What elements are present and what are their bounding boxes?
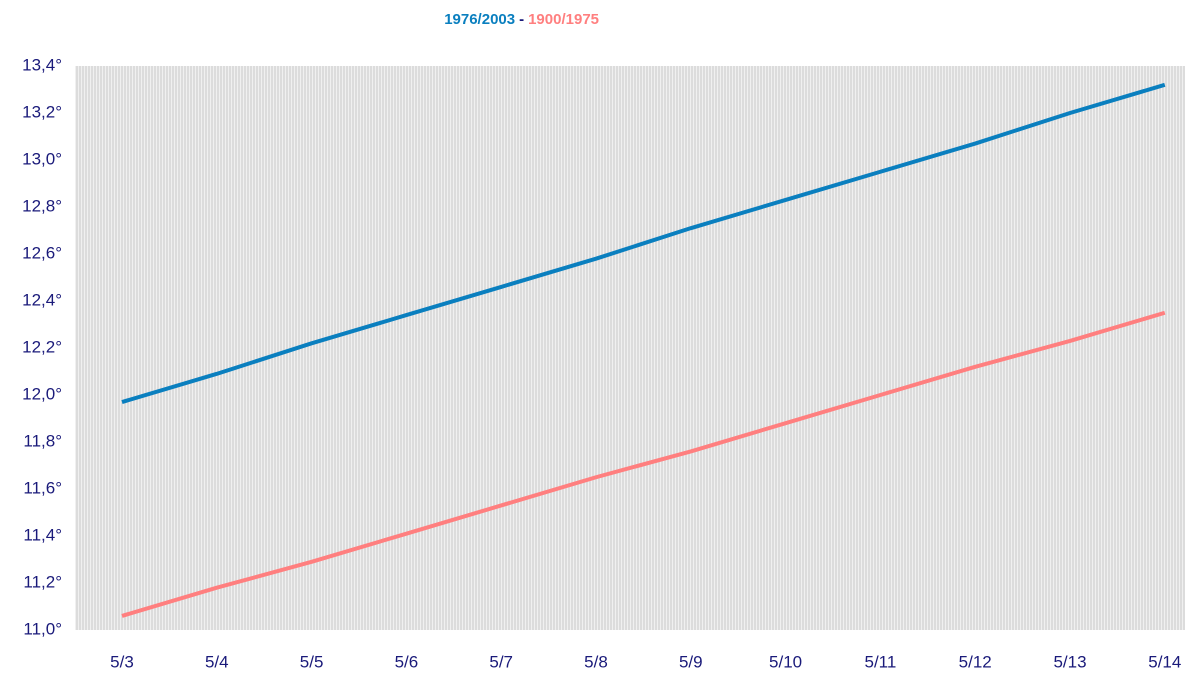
series-line <box>121 310 1166 618</box>
y-tick-label: 11,2° <box>23 572 62 591</box>
y-tick-label: 12,6° <box>22 243 62 262</box>
x-tick-label: 5/3 <box>110 652 134 671</box>
y-tick-label: 11,6° <box>23 478 62 497</box>
legend-separator: - <box>519 11 524 28</box>
x-tick-label: 5/12 <box>959 652 992 671</box>
y-tick-label: 11,8° <box>23 431 62 450</box>
x-tick-label: 5/13 <box>1053 652 1086 671</box>
x-tick-label: 5/11 <box>864 652 896 671</box>
y-tick-label: 12,4° <box>22 290 62 309</box>
y-tick-label: 12,0° <box>22 384 62 403</box>
series-line <box>121 82 1166 404</box>
y-tick-label: 13,0° <box>22 149 62 168</box>
x-tick-label: 5/14 <box>1148 652 1181 671</box>
x-tick-label: 5/9 <box>679 652 703 671</box>
x-tick-label: 5/6 <box>395 652 419 671</box>
y-tick-label: 13,4° <box>22 55 62 74</box>
x-tick-label: 5/8 <box>584 652 608 671</box>
legend-entry: 1976/2003 <box>444 11 515 28</box>
legend-entry: 1900/1975 <box>528 11 599 28</box>
plot-area <box>75 66 1185 630</box>
y-tick-label: 12,2° <box>22 337 62 356</box>
y-tick-label: 11,4° <box>23 525 62 544</box>
x-tick-label: 5/5 <box>300 652 324 671</box>
y-tick-label: 12,8° <box>22 196 62 215</box>
x-tick-label: 5/10 <box>769 652 802 671</box>
x-tick-label: 5/7 <box>489 652 513 671</box>
y-tick-label: 13,2° <box>22 102 62 121</box>
chart-title: 1976/2003-1900/1975 <box>444 11 599 28</box>
y-tick-label: 11,0° <box>23 619 62 638</box>
x-tick-label: 5/4 <box>205 652 229 671</box>
